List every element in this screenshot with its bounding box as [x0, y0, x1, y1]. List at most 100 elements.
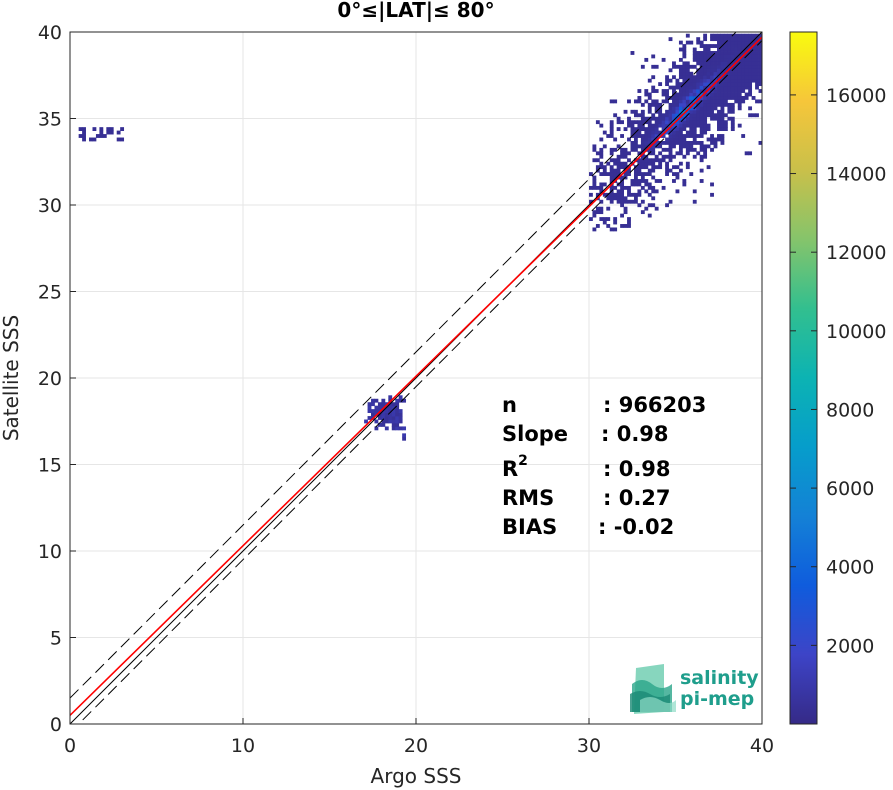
density-cell-587	[692, 140, 697, 145]
density-cell-603	[692, 85, 697, 90]
density-cell-71	[609, 151, 614, 156]
density-cell-82	[613, 196, 618, 201]
density-cell-404	[668, 134, 673, 138]
stat-value-bias: : -0.02	[598, 515, 674, 539]
density-cell-268	[647, 185, 652, 190]
density-cell-455	[675, 120, 680, 125]
density-cell-282	[647, 123, 652, 128]
density-cell-814	[720, 137, 725, 142]
density-cell-740	[710, 102, 714, 107]
density-cell-201	[637, 182, 642, 187]
density-cell-380	[665, 137, 669, 142]
density-cell-388	[665, 99, 669, 104]
density-cell-481	[678, 113, 683, 118]
density-cell-253	[644, 144, 649, 149]
density-cell-1098	[381, 412, 386, 417]
density-cell-474	[678, 137, 683, 142]
density-cell-124	[620, 154, 624, 159]
density-cell-193	[633, 127, 638, 132]
density-cell-366	[661, 116, 666, 121]
density-cell-1041	[755, 78, 759, 83]
density-cell-1131	[395, 409, 400, 413]
density-cell-931	[734, 54, 739, 59]
density-cell-1095	[381, 422, 386, 427]
density-cell-1079	[371, 412, 375, 417]
density-cell-464	[675, 85, 680, 90]
density-cell-235	[640, 127, 645, 132]
density-cell-255	[644, 137, 649, 142]
density-cell-898	[730, 102, 735, 107]
density-cell-608	[692, 57, 697, 62]
density-cell-402	[668, 140, 673, 145]
density-cell-480	[678, 116, 683, 121]
density-cell-711	[706, 106, 711, 111]
density-cell-767	[713, 96, 718, 100]
density-cell-1064	[758, 61, 762, 66]
density-cell-468	[678, 168, 683, 173]
density-cell-570	[689, 106, 694, 111]
density-cell-86	[613, 175, 618, 180]
density-cell-242	[640, 64, 645, 69]
density-cell-712	[706, 102, 711, 107]
density-cell-93	[613, 113, 618, 118]
density-cell-299	[651, 158, 656, 163]
density-cell-471	[678, 147, 683, 152]
density-cell-946	[737, 82, 742, 87]
density-cell-576	[689, 85, 694, 90]
density-cell-406	[668, 127, 673, 132]
density-cell-1000	[748, 151, 753, 156]
density-cell-652	[699, 109, 704, 114]
density-cell-436	[672, 99, 676, 104]
density-cell-340	[658, 165, 663, 170]
density-cell-336	[654, 99, 659, 104]
density-cell-40	[599, 123, 604, 128]
density-cell-205	[637, 165, 642, 170]
density-cell-266	[647, 203, 652, 208]
density-cell-635	[696, 51, 701, 55]
wave-logo-icon	[630, 664, 676, 714]
density-cell-470	[678, 151, 683, 156]
density-cell-69	[609, 165, 614, 170]
density-cell-595	[692, 113, 697, 118]
density-cell-605	[692, 78, 697, 83]
density-cell-153	[627, 168, 631, 173]
density-cell-962	[741, 99, 746, 104]
density-cell-316	[651, 64, 656, 69]
density-cell-38	[599, 147, 604, 152]
density-cell-921	[734, 89, 739, 93]
density-cell-731	[710, 182, 714, 187]
density-cell-545	[685, 96, 690, 100]
density-cell-918	[734, 99, 739, 104]
density-cell-127	[620, 134, 624, 138]
density-cell-648	[699, 123, 704, 128]
density-cell-763	[713, 113, 718, 118]
density-cell-1028	[751, 61, 756, 66]
density-cell-363	[661, 127, 666, 132]
density-cell-420	[672, 172, 676, 176]
density-cell-613	[696, 140, 701, 145]
reference-line-upper_bound	[70, 32, 737, 699]
density-cell-972	[741, 61, 746, 66]
density-cell-791	[717, 109, 721, 114]
density-cell-619	[696, 109, 701, 114]
density-cell-800	[717, 75, 721, 80]
density-cell-25	[595, 120, 600, 125]
density-cell-443	[672, 61, 676, 66]
density-cell-232	[640, 140, 645, 145]
density-cell-1014	[748, 54, 753, 59]
density-cell-820	[720, 113, 725, 118]
density-cell-91	[613, 147, 618, 152]
density-cell-606	[692, 75, 697, 80]
density-cell-171	[630, 130, 635, 135]
density-cell-720	[706, 75, 711, 80]
density-cell-1144	[402, 426, 407, 431]
density-cell-687	[703, 92, 708, 97]
density-cell-157	[627, 137, 631, 142]
density-cell-103	[616, 165, 621, 170]
density-cell-391	[665, 89, 669, 93]
density-cell-397	[668, 158, 673, 163]
density-cell-695	[703, 64, 708, 69]
density-cell-1039	[755, 85, 759, 90]
density-cell-926	[734, 71, 739, 76]
density-cell-123	[620, 161, 624, 166]
